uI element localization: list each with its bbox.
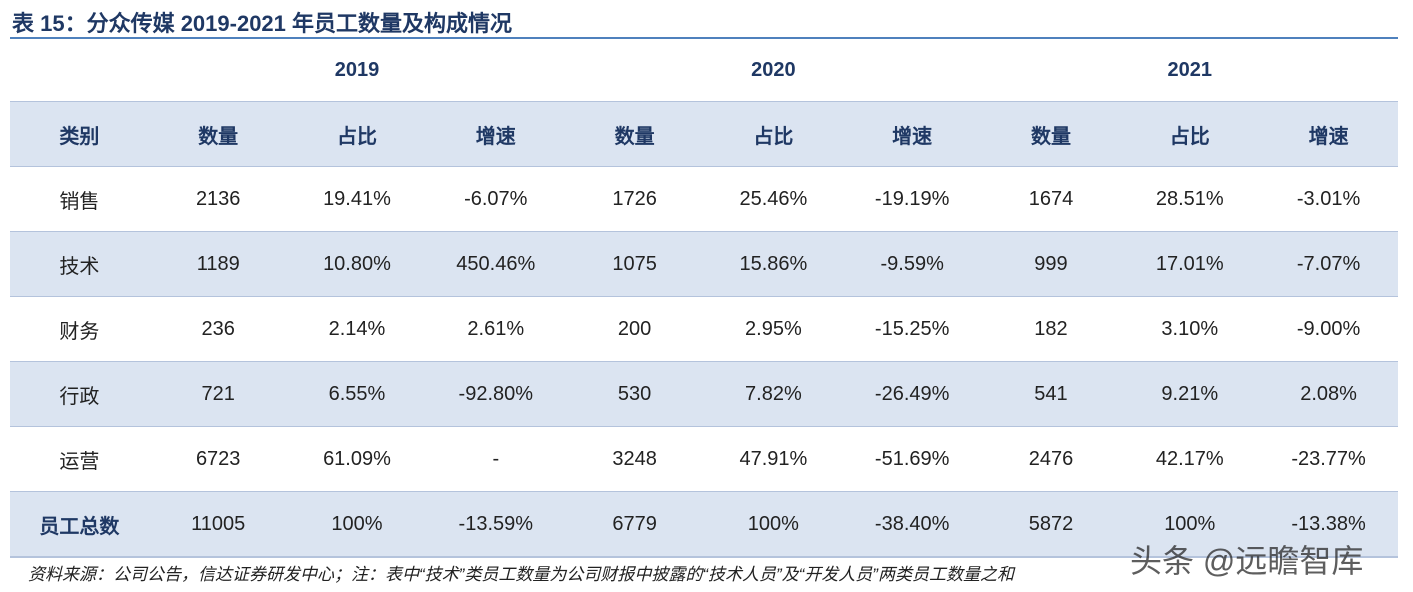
table-cell: -9.00% xyxy=(1259,296,1398,362)
table-cell: 10.80% xyxy=(287,231,427,297)
table-cell: 450.46% xyxy=(426,231,566,297)
table-cell: 6.55% xyxy=(287,361,427,427)
table-cell: 6723 xyxy=(148,426,288,492)
table-cell: -6.07% xyxy=(426,166,566,232)
table-cell: 530 xyxy=(565,361,704,427)
table-row: 运营 6723 61.09% -3248 47.91% -51.69% 2476 42.17%… xyxy=(10,426,1398,492)
table-cell: 2136 xyxy=(148,166,288,232)
table-cell: 运营 xyxy=(10,426,149,492)
table-cell: 61.09% xyxy=(287,426,427,492)
watermark: 头条 @远瞻智库 xyxy=(1130,543,1364,579)
header-cell: 数量 xyxy=(565,101,704,167)
table-cell: -3.01% xyxy=(1259,166,1398,232)
table-row: 销售 2136 19.41% -6.07% 1726 25.46% -19.19% 1674 2… xyxy=(10,166,1398,232)
table-cell: 47.91% xyxy=(703,426,843,492)
header-cell: 类别 xyxy=(10,101,149,167)
table-cell: 721 xyxy=(148,361,288,427)
table-cell: 28.51% xyxy=(1120,166,1260,232)
header-cell: 增速 xyxy=(1259,101,1398,167)
empty-cell xyxy=(10,39,149,102)
header-cell: 占比 xyxy=(287,101,427,167)
table-cell: -9.59% xyxy=(842,231,982,297)
table-row: 财务 236 2.14% 2.61% 200 2.95% -15.25% 182 3.10% -9… xyxy=(10,296,1398,362)
table-cell: 25.46% xyxy=(703,166,843,232)
table-cell: 100% xyxy=(1120,491,1260,558)
title-rule xyxy=(10,37,1398,39)
header-cell: 数量 xyxy=(148,101,288,167)
table-cell: 2.14% xyxy=(287,296,427,362)
table-cell: 11005 xyxy=(148,491,288,558)
year-cell: 2021 xyxy=(981,39,1398,102)
table-row: 技术 1189 10.80% 450.46% 1075 15.86% -9.59% 999 17… xyxy=(10,231,1398,297)
header-cell: 占比 xyxy=(703,101,843,167)
table-cell: -26.49% xyxy=(842,361,982,427)
table-cell: -13.59% xyxy=(426,491,566,558)
table-cell: 200 xyxy=(565,296,704,362)
table: 2019 2020 2021 类别 数量 占比 增速 数量 占比 增速 数量 占比 增速 销售 2136 19… xyxy=(10,39,1398,558)
table-cell: -7.07% xyxy=(1259,231,1398,297)
table-cell: - xyxy=(426,426,566,492)
table-cell: 100% xyxy=(703,491,843,558)
table-cell: 7.82% xyxy=(703,361,843,427)
table-cell: 1189 xyxy=(148,231,288,297)
table-cell: 3248 xyxy=(565,426,704,492)
table-cell: 182 xyxy=(981,296,1121,362)
header-row: 类别 数量 占比 增速 数量 占比 增速 数量 占比 增速 xyxy=(10,101,1398,167)
year-row: 2019 2020 2021 xyxy=(10,39,1398,102)
table-cell: 行政 xyxy=(10,361,149,427)
table-cell: -51.69% xyxy=(842,426,982,492)
year-cell: 2019 xyxy=(148,39,566,102)
table-cell: 2.95% xyxy=(703,296,843,362)
table-cell: -38.40% xyxy=(842,491,982,558)
table-cell: 2.08% xyxy=(1259,361,1398,427)
table-cell: 6779 xyxy=(565,491,704,558)
table-cell: 1726 xyxy=(565,166,704,232)
table-cell: 员工总数 xyxy=(10,491,149,558)
table-cell: 19.41% xyxy=(287,166,427,232)
header-cell: 占比 xyxy=(1120,101,1260,167)
table-cell: -92.80% xyxy=(426,361,566,427)
table-cell: 541 xyxy=(981,361,1121,427)
table-cell: 技术 xyxy=(10,231,149,297)
table-row: 员工总数 11005 100% -13.59% 6779 100% -38.40% 5872 1… xyxy=(10,491,1398,558)
table-row: 行政 721 6.55% -92.80% 530 7.82% -26.49% 541 9.21%… xyxy=(10,361,1398,427)
table-cell: 2.61% xyxy=(426,296,566,362)
table-cell: -13.38% xyxy=(1259,491,1398,558)
table-cell: 9.21% xyxy=(1120,361,1260,427)
table-cell: 15.86% xyxy=(703,231,843,297)
year-cell: 2020 xyxy=(565,39,982,102)
table-cell: 236 xyxy=(148,296,288,362)
table-cell: 42.17% xyxy=(1120,426,1260,492)
table-cell: 100% xyxy=(287,491,427,558)
table-cell: 财务 xyxy=(10,296,149,362)
table-cell: -23.77% xyxy=(1259,426,1398,492)
table-cell: 2476 xyxy=(981,426,1121,492)
table-cell: 1075 xyxy=(565,231,704,297)
table-cell: 1674 xyxy=(981,166,1121,232)
table-cell: 999 xyxy=(981,231,1121,297)
table-cell: 3.10% xyxy=(1120,296,1260,362)
table-cell: 5872 xyxy=(981,491,1121,558)
header-cell: 增速 xyxy=(842,101,982,167)
title: 表 15：分众传媒 2019-2021 年员工数量及构成情况 xyxy=(12,11,513,36)
source-note: 资料来源：公司公告，信达证券研发中心；注：表中“技术”类员工数量为公司财报中披露… xyxy=(28,565,1014,584)
table-cell: 销售 xyxy=(10,166,149,232)
table-cell: 17.01% xyxy=(1120,231,1260,297)
header-cell: 增速 xyxy=(426,101,566,167)
table-cell: -19.19% xyxy=(842,166,982,232)
table-cell: -15.25% xyxy=(842,296,982,362)
header-cell: 数量 xyxy=(981,101,1121,167)
